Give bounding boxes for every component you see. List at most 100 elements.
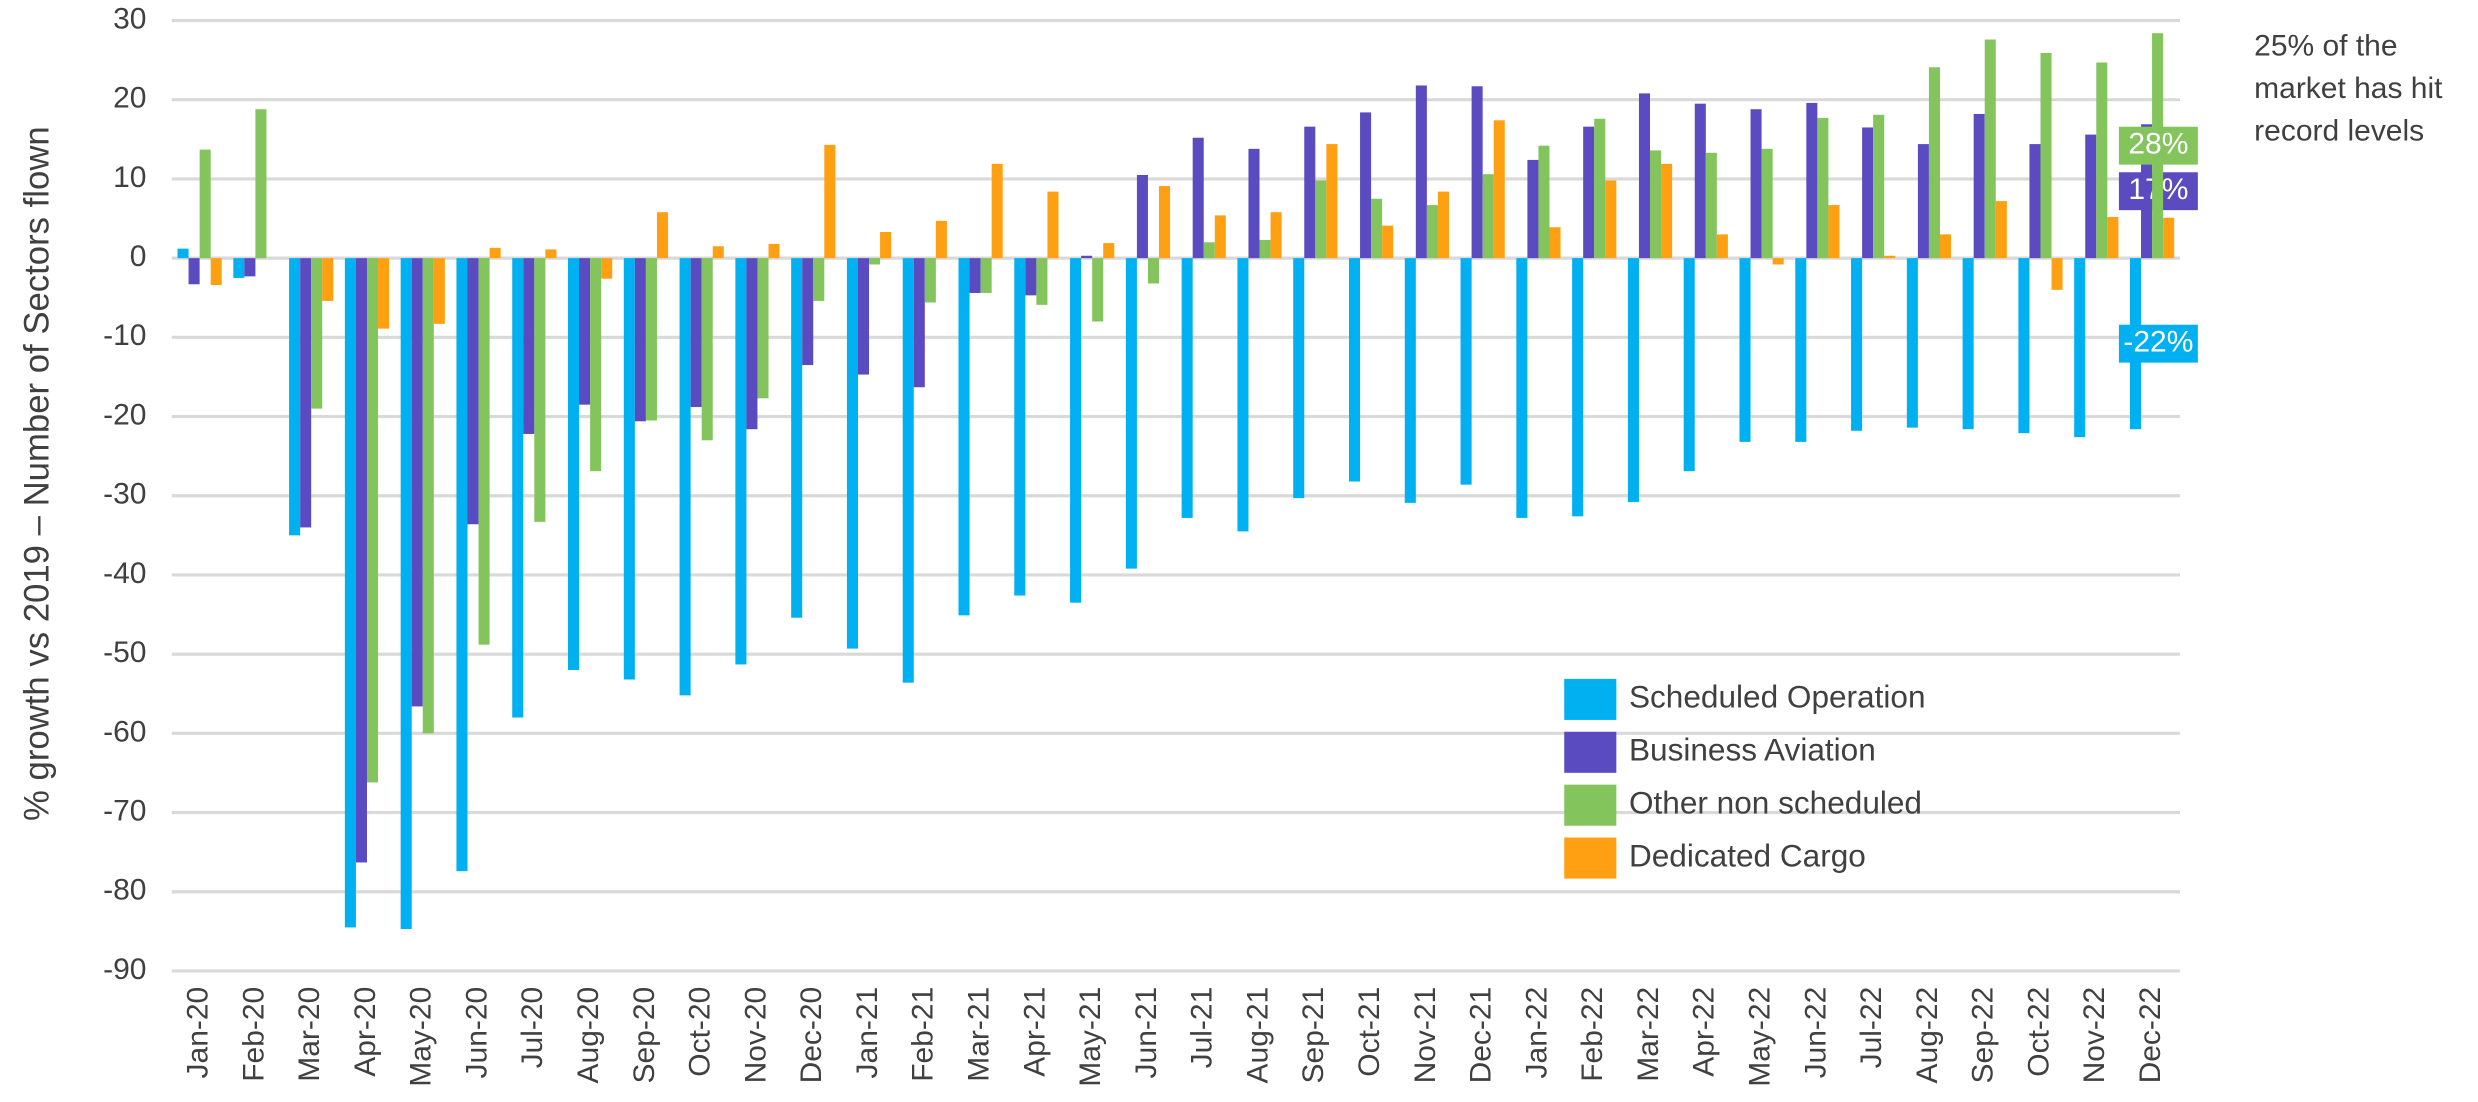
bar xyxy=(980,258,992,293)
y-tick-label: -70 xyxy=(103,794,146,827)
legend-label: Dedicated Cargo xyxy=(1629,837,1866,873)
value-label: -22% xyxy=(2123,326,2193,359)
x-tick-label: Jun-22 xyxy=(1799,987,1832,1079)
x-tick-label: Nov-21 xyxy=(1409,987,1442,1084)
bar xyxy=(1036,258,1048,305)
bar xyxy=(846,258,858,649)
x-tick-label: Jun-20 xyxy=(460,987,493,1079)
bar xyxy=(1482,174,1494,259)
bar xyxy=(969,258,981,293)
bar xyxy=(857,258,870,375)
bar xyxy=(1493,120,1505,259)
bar xyxy=(2107,216,2119,259)
bar xyxy=(1159,186,1171,259)
bar xyxy=(1203,242,1215,259)
y-tick-label: -50 xyxy=(103,636,146,669)
bar xyxy=(1884,255,1896,259)
y-tick-label: 20 xyxy=(113,82,146,115)
x-tick-label: Jan-22 xyxy=(1520,987,1553,1079)
x-tick-label: Sep-20 xyxy=(628,987,661,1084)
bar xyxy=(210,258,222,286)
x-tick-label: Oct-22 xyxy=(2022,987,2055,1077)
bar xyxy=(1739,258,1751,442)
bar xyxy=(1772,258,1784,265)
legend-label: Scheduled Operation xyxy=(1629,679,1926,715)
bar xyxy=(1460,258,1472,485)
bar xyxy=(344,258,356,928)
bar xyxy=(1928,67,1940,259)
bar xyxy=(1806,102,1818,259)
bar xyxy=(467,258,479,525)
x-tick-label: Jan-20 xyxy=(182,987,215,1079)
bar xyxy=(534,258,546,522)
legend-swatch xyxy=(1564,837,1617,879)
annotation: market has hit xyxy=(2254,72,2443,105)
bar xyxy=(869,258,881,265)
bar xyxy=(991,163,1003,259)
bar xyxy=(378,258,390,329)
bar xyxy=(1638,93,1651,259)
y-tick-label: -80 xyxy=(103,874,146,907)
bar xyxy=(1404,258,1416,503)
bar xyxy=(824,144,836,259)
bar xyxy=(746,258,758,430)
value-label-box xyxy=(2118,324,2198,363)
bar xyxy=(913,258,925,388)
bar xyxy=(199,149,211,259)
bar xyxy=(255,109,267,259)
y-tick-label: 10 xyxy=(113,161,146,194)
x-tick-label: Jul-22 xyxy=(1855,987,1888,1069)
bar xyxy=(400,258,412,929)
value-label: 28% xyxy=(2128,128,2188,161)
x-tick-label: Dec-22 xyxy=(2134,987,2167,1084)
bar xyxy=(1828,205,1840,259)
bar xyxy=(2018,258,2030,434)
bar xyxy=(1326,144,1338,259)
bar xyxy=(1873,114,1885,259)
y-tick-label: 30 xyxy=(113,2,146,35)
bar xyxy=(1136,174,1148,259)
bar xyxy=(813,258,825,301)
value-label-box xyxy=(2118,126,2198,165)
bar xyxy=(1583,126,1595,259)
bar xyxy=(489,247,501,259)
bar xyxy=(1014,258,1026,596)
bar xyxy=(2163,217,2175,259)
bar xyxy=(1081,255,1093,259)
legend-swatch xyxy=(1564,784,1617,826)
bar xyxy=(1917,144,1929,259)
x-tick-label: Oct-21 xyxy=(1353,987,1386,1077)
y-axis-label: % growth vs 2019 – Number of Sectors flo… xyxy=(18,126,56,821)
bar xyxy=(712,246,724,259)
y-tick-label: -20 xyxy=(103,398,146,431)
bar xyxy=(1973,113,1985,259)
bar xyxy=(366,258,379,783)
x-tick-label: Mar-22 xyxy=(1632,987,1665,1082)
bar xyxy=(924,258,936,303)
bar xyxy=(1382,225,1394,259)
bar xyxy=(1605,180,1617,259)
bar xyxy=(1070,258,1082,603)
bar xyxy=(456,258,468,872)
bar xyxy=(1594,118,1606,259)
bar xyxy=(1661,163,1673,259)
x-tick-label: May-22 xyxy=(1744,987,1777,1087)
y-tick-label: -30 xyxy=(103,478,146,511)
x-tick-label: Jan-21 xyxy=(851,987,884,1079)
bar xyxy=(289,258,301,536)
bar xyxy=(411,258,423,707)
bar xyxy=(1939,234,1952,259)
bar xyxy=(679,258,691,696)
bar xyxy=(1092,258,1104,322)
bar xyxy=(1627,258,1639,503)
bar xyxy=(1572,258,1584,517)
bar xyxy=(433,258,445,324)
legend-swatch xyxy=(1564,678,1617,720)
x-tick-label: Apr-20 xyxy=(349,987,382,1077)
bar xyxy=(2029,144,2041,259)
bar xyxy=(2051,258,2063,290)
bar xyxy=(1716,234,1728,259)
bar xyxy=(1650,150,1662,259)
bar xyxy=(1192,137,1204,259)
